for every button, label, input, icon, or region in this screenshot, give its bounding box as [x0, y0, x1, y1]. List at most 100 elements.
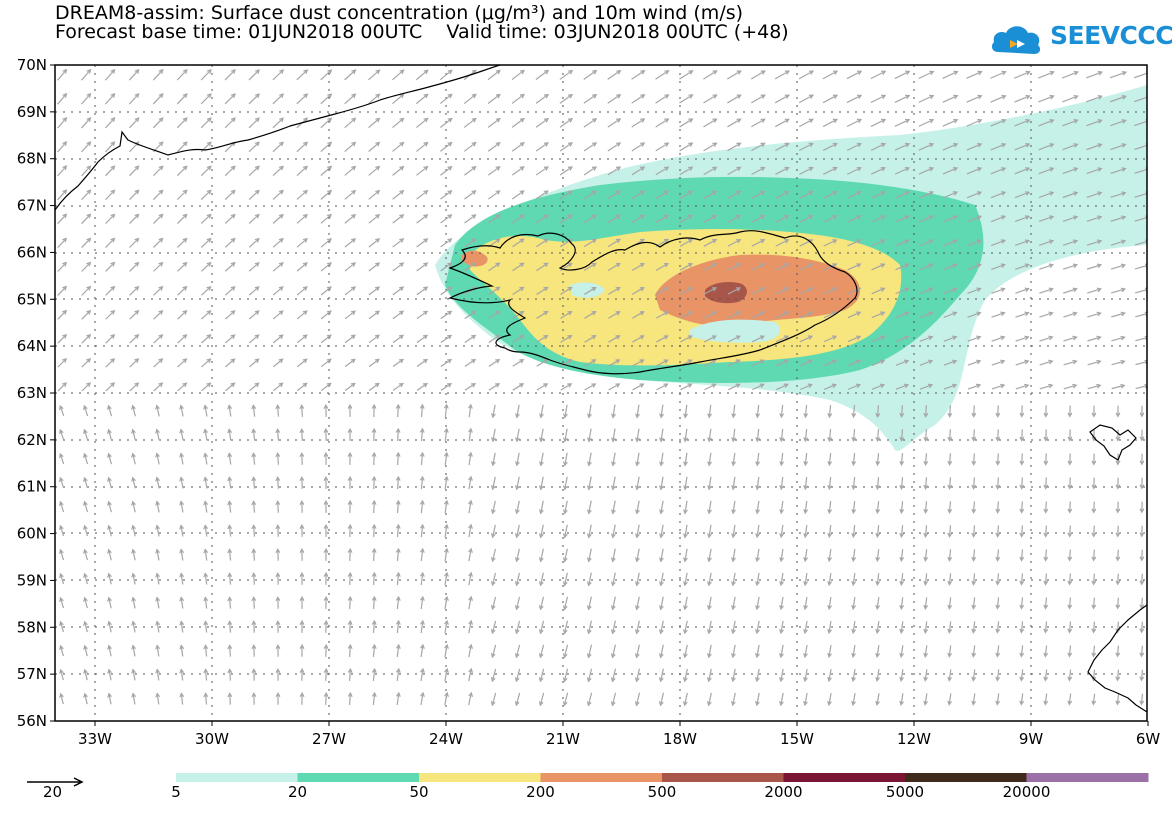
- wind-arrow: [536, 310, 549, 319]
- wind-arrow: [179, 596, 185, 609]
- wind-arrow: [610, 692, 617, 707]
- wind-arrow: [803, 404, 809, 419]
- wind-arrow: [967, 335, 982, 342]
- wind-arrow: [392, 382, 404, 391]
- wind-arrow: [923, 645, 929, 658]
- wind-reference-label: 20: [43, 783, 63, 801]
- wind-arrow: [870, 70, 887, 80]
- wind-arrow: [176, 93, 188, 105]
- wind-arrow: [967, 287, 982, 294]
- wind-arrow: [201, 334, 212, 344]
- wind-arrow: [966, 142, 983, 151]
- wind-arrow: [947, 669, 953, 682]
- wind-arrow: [943, 263, 958, 271]
- wind-arrow: [827, 669, 832, 683]
- wind-arrow: [83, 620, 88, 633]
- wind-arrow: [1110, 215, 1127, 222]
- wind-arrow: [1087, 311, 1102, 318]
- wind-arrow: [395, 571, 401, 586]
- wind-arrow: [1019, 621, 1025, 634]
- wind-arrow: [1110, 263, 1127, 270]
- wind-arrow: [1062, 191, 1079, 199]
- wind-arrow: [870, 94, 887, 104]
- wind-arrow: [1091, 549, 1097, 562]
- wind-arrow: [107, 596, 112, 609]
- wind-arrow: [943, 287, 958, 295]
- wind-arrow: [751, 190, 766, 199]
- wind-arrow: [59, 548, 65, 561]
- wind-arrow: [227, 668, 233, 681]
- wind-arrow: [153, 261, 164, 272]
- wind-arrow: [368, 69, 381, 81]
- wind-arrow: [538, 500, 544, 515]
- wind-arrow: [468, 667, 474, 682]
- wind-arrow: [272, 69, 285, 81]
- wind-arrow: [81, 213, 92, 225]
- wind-arrow: [707, 476, 712, 491]
- wind-arrow: [635, 452, 640, 467]
- wind-arrow: [131, 476, 136, 489]
- wind-arrow: [416, 117, 429, 128]
- wind-arrow: [323, 427, 329, 441]
- wind-arrow: [562, 524, 568, 539]
- wind-arrow: [755, 476, 761, 491]
- lat-label: 64N: [17, 337, 47, 355]
- wind-arrow: [823, 166, 838, 175]
- wind-arrow: [971, 669, 977, 682]
- wind-arrow: [535, 166, 549, 176]
- wind-arrow: [323, 547, 329, 561]
- wind-arrow: [444, 691, 449, 706]
- wind-arrow: [947, 501, 953, 514]
- wind-arrow: [971, 477, 977, 490]
- wind-arrow: [730, 692, 736, 707]
- wind-arrow: [682, 692, 688, 707]
- wind-arrow: [107, 692, 112, 705]
- wind-arrow: [155, 476, 160, 489]
- wind-arrow: [923, 525, 929, 538]
- wind-arrow: [299, 643, 305, 657]
- wind-arrow: [751, 239, 766, 247]
- wind-arrow: [846, 118, 863, 128]
- wind-arrow: [463, 93, 477, 105]
- wind-arrow: [947, 645, 953, 658]
- wind-arrow: [487, 117, 501, 128]
- wind-arrow: [799, 359, 814, 367]
- wind-arrow: [1067, 597, 1073, 610]
- wind-arrow: [1086, 119, 1103, 127]
- wind-arrow: [707, 572, 712, 587]
- wind-arrow: [464, 383, 477, 391]
- wind-arrow: [799, 142, 814, 152]
- wind-arrow: [631, 142, 646, 152]
- wind-arrow: [371, 547, 377, 562]
- wind-arrow: [923, 501, 929, 514]
- lon-label: 9W: [1019, 730, 1044, 748]
- wind-arrow: [871, 335, 886, 343]
- wind-arrow: [105, 213, 116, 225]
- wind-arrow: [731, 524, 736, 539]
- wind-arrow: [803, 428, 809, 443]
- wind-arrow: [176, 189, 188, 201]
- wind-arrow: [991, 335, 1006, 342]
- wind-arrow: [225, 382, 236, 392]
- wind-arrow: [583, 69, 598, 80]
- wind-arrow: [107, 500, 112, 513]
- wind-arrow: [798, 118, 814, 128]
- wind-arrow: [179, 572, 185, 585]
- wind-arrow: [1014, 118, 1031, 127]
- wind-arrow: [227, 404, 233, 417]
- wind-arrow: [299, 523, 305, 537]
- wind-arrow: [179, 644, 185, 657]
- wind-arrow: [634, 644, 640, 659]
- wind-arrow: [559, 190, 573, 200]
- wind-arrow: [296, 213, 308, 224]
- wind-arrow: [129, 285, 140, 296]
- wind-arrow: [59, 620, 64, 633]
- wind-arrow: [635, 404, 640, 419]
- wind-arrow: [967, 263, 982, 271]
- wind-arrow: [1110, 191, 1127, 198]
- wind-arrow: [299, 691, 305, 705]
- wind-arrow: [823, 359, 838, 367]
- wind-arrow: [659, 572, 664, 587]
- wind-arrow: [728, 383, 741, 391]
- wind-arrow: [416, 141, 429, 152]
